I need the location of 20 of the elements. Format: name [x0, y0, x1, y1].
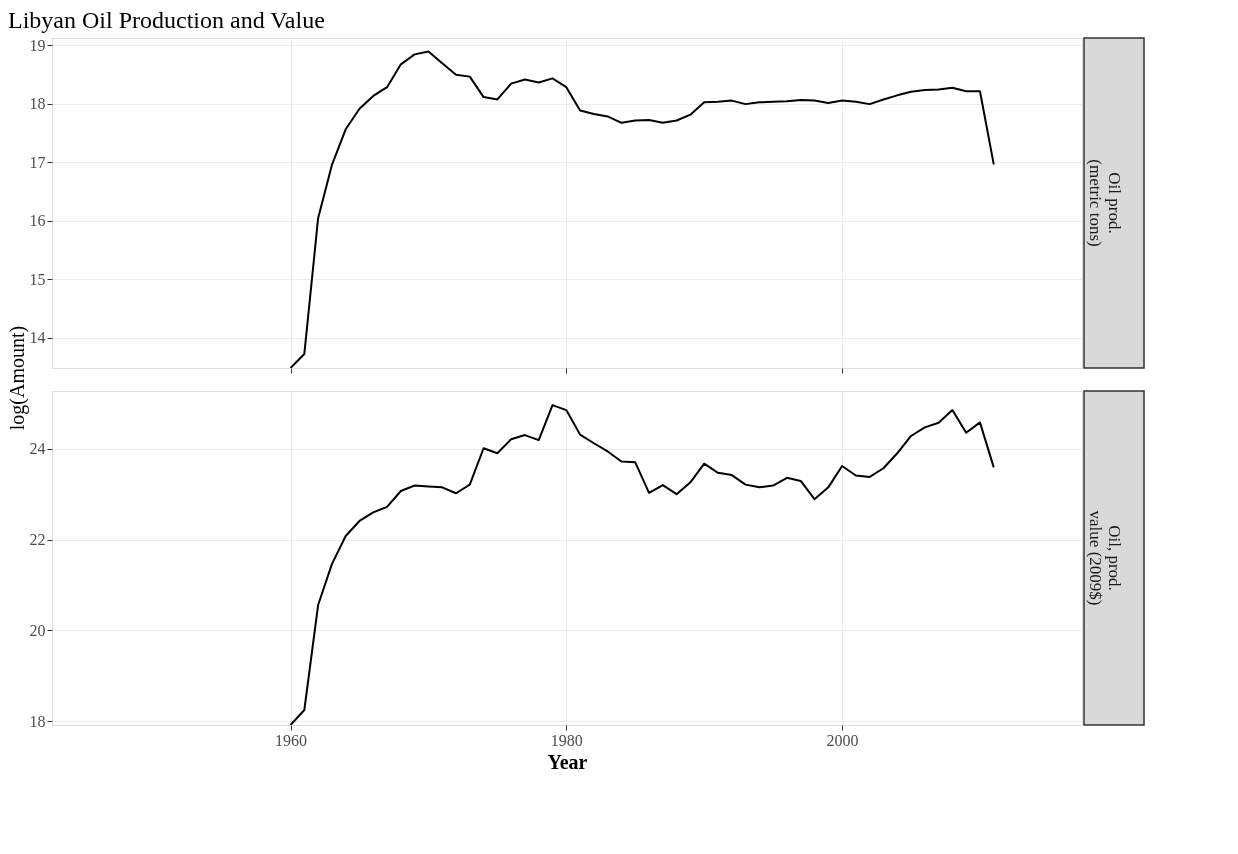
y-tick-label: 24	[29, 440, 46, 458]
x-axis-title: Year	[547, 750, 588, 773]
y-axis-title: log(Amount)	[6, 325, 29, 431]
text: Oil prod. (metric tons)	[1086, 159, 1124, 247]
y-tick-label: 20	[29, 621, 46, 639]
y-tick-label: 16	[29, 212, 46, 230]
y-tick-label: 17	[29, 153, 46, 171]
y-tick-label: 22	[29, 531, 46, 549]
y-tick-label: 14	[29, 329, 46, 347]
line-series	[289, 404, 995, 725]
chart-title: Libyan Oil Production and Value	[8, 6, 325, 33]
text: Oil, prod. value (2009$)	[1086, 510, 1124, 606]
y-tick-label: 18	[29, 95, 46, 113]
x-tick-label: 2000	[826, 731, 859, 749]
y-tick-label: 19	[29, 36, 46, 54]
line-series	[289, 50, 995, 368]
x-tick-label: 1980	[550, 731, 583, 749]
x-tick-label: 1960	[275, 731, 308, 749]
y-tick-label: 15	[29, 270, 46, 288]
y-tick-label: 18	[29, 712, 46, 730]
